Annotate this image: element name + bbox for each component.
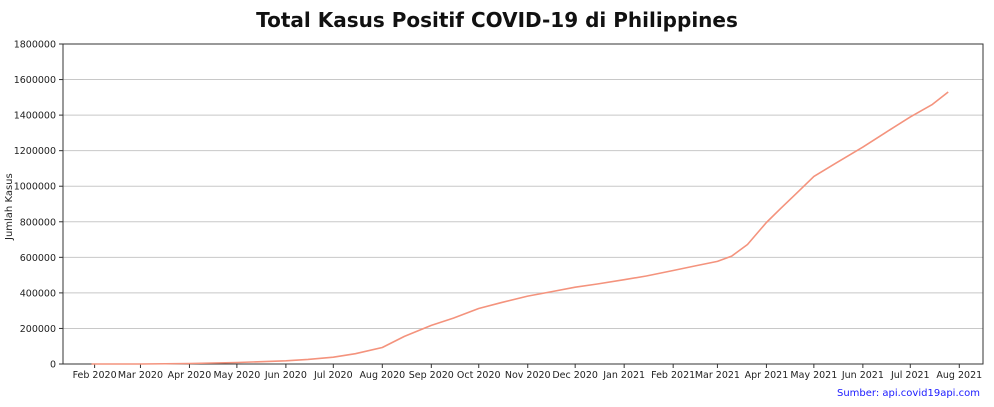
y-tick-label: 600000 [20,253,56,264]
x-tick-label: Jan 2021 [602,370,645,381]
x-tick-label: Aug 2021 [936,370,982,381]
y-tick-label: 0 [50,360,56,371]
x-tick-label: Feb 2020 [73,370,117,381]
x-tick-label: Jun 2020 [264,370,307,381]
y-tick-label: 1000000 [14,182,56,193]
x-tick-label: Jun 2021 [841,370,884,381]
x-tick-label: Apr 2020 [168,370,212,381]
series-line [91,91,949,365]
x-tick-label: Sep 2020 [409,370,454,381]
y-tick-label: 1800000 [14,40,56,51]
x-tick-label: Jul 2020 [313,370,353,381]
x-tick-label: Oct 2020 [457,370,501,381]
y-tick-label: 1600000 [14,75,56,86]
y-tick-label: 1400000 [14,111,56,122]
x-tick-label: May 2021 [790,370,837,381]
y-tick-label: 200000 [20,324,56,335]
y-tick-label: 1200000 [14,146,56,157]
y-tick-label: 400000 [20,288,56,299]
chart-title: Total Kasus Positif COVID-19 di Philippi… [256,8,738,32]
x-tick-label: Apr 2021 [745,370,789,381]
x-tick-label: Aug 2020 [359,370,405,381]
x-tick-label: Nov 2020 [505,370,551,381]
y-tick-label: 800000 [20,217,56,228]
x-tick-label: Feb 2021 [651,370,695,381]
source-credit: Sumber: api.covid19api.com [836,388,980,399]
plot-frame [62,43,984,365]
x-tick-label: Mar 2020 [118,370,163,381]
x-tick-label: Mar 2021 [695,370,740,381]
x-tick-label: May 2020 [213,370,260,381]
x-tick-label: Dec 2020 [552,370,598,381]
x-tick-label: Jul 2021 [890,370,930,381]
